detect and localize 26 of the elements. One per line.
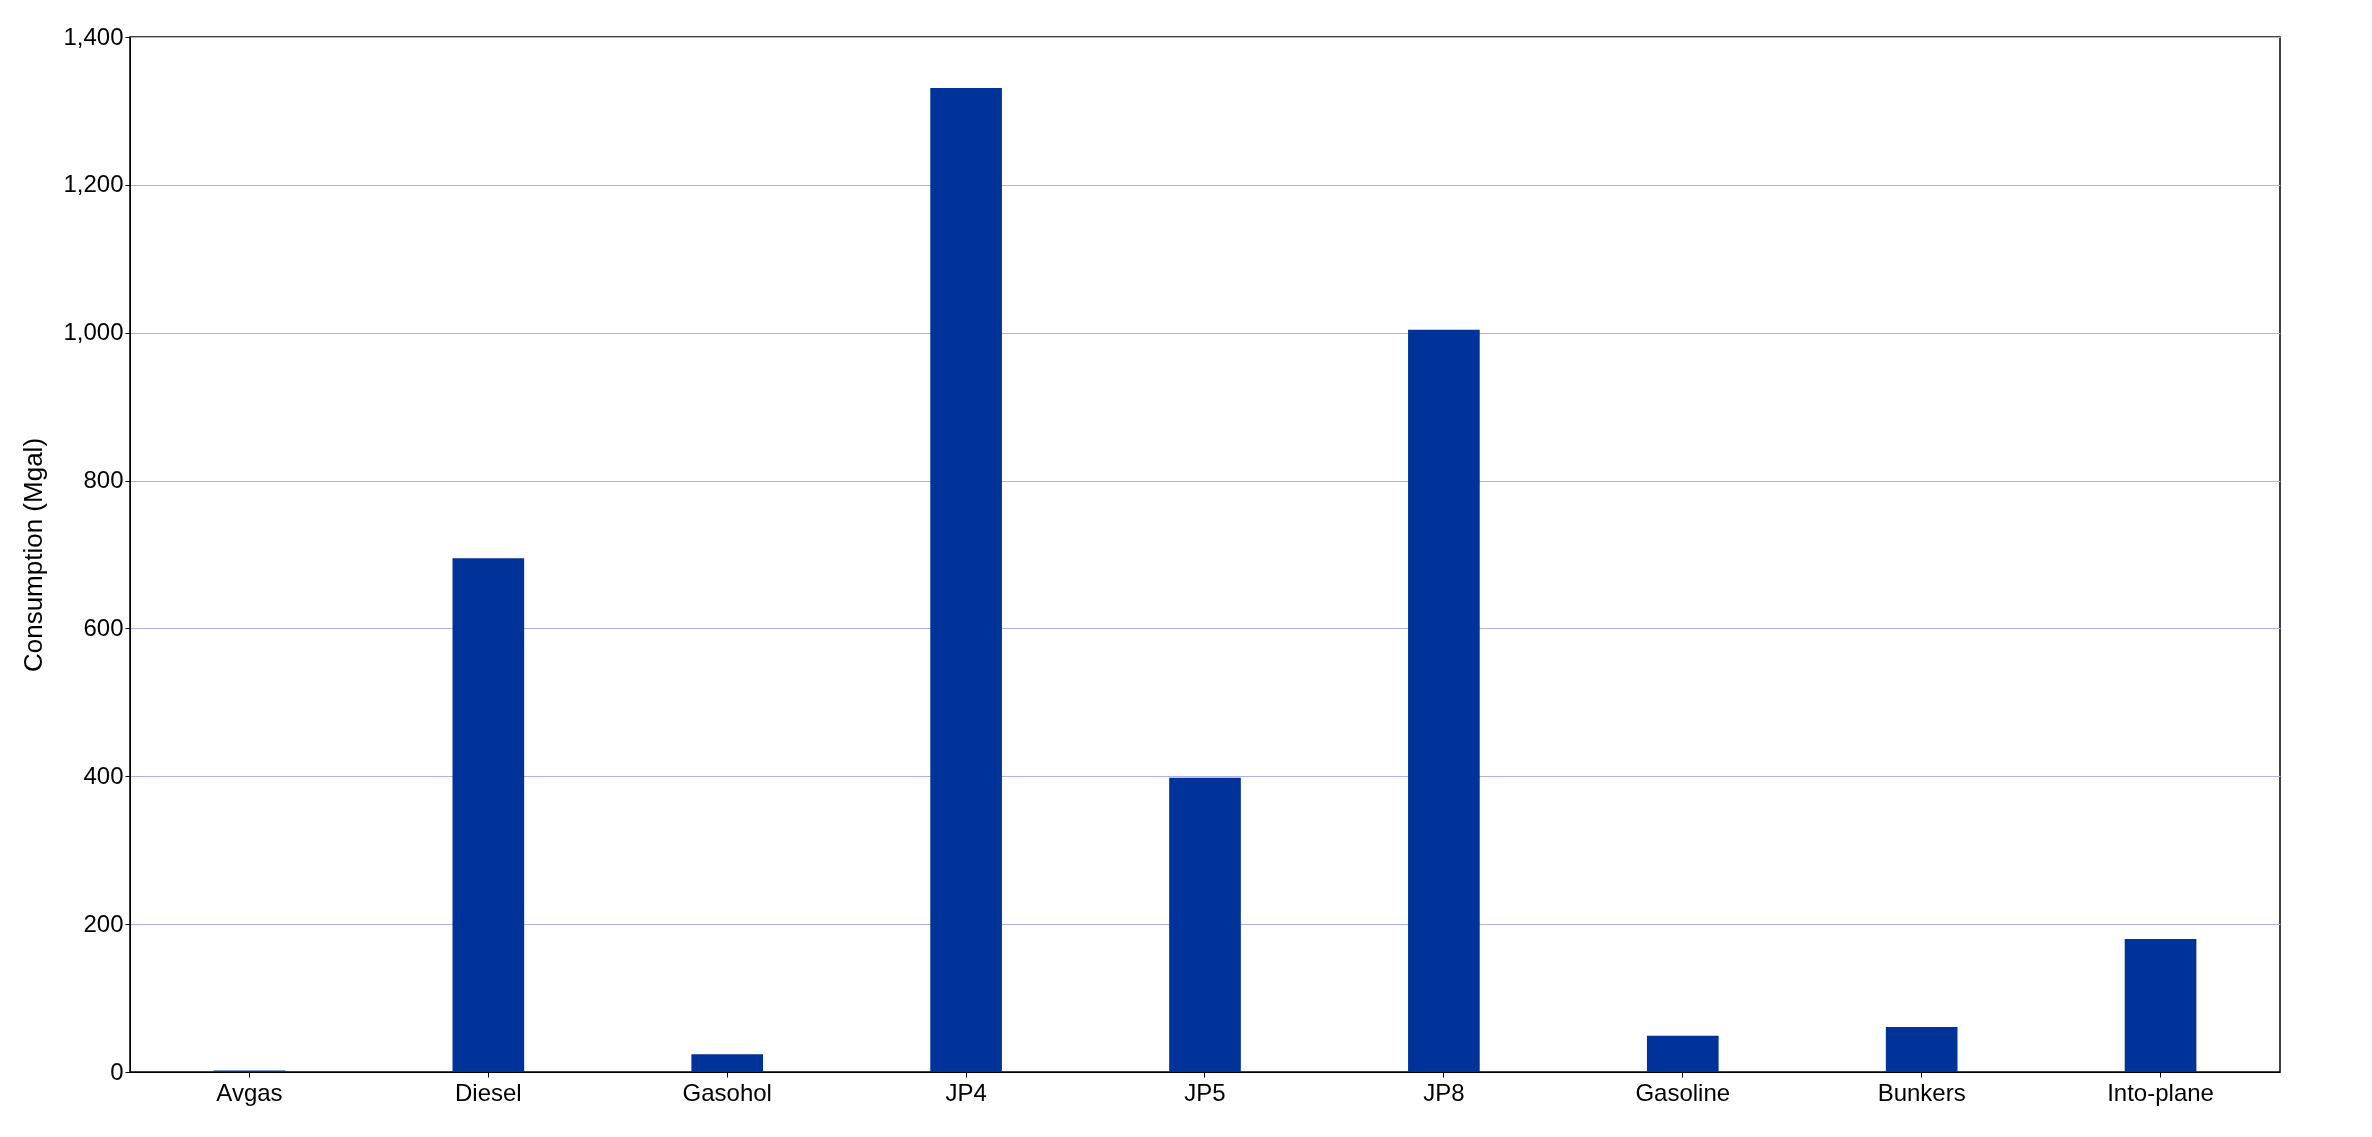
bar — [1646, 1035, 1719, 1072]
y-tick-label: 0 — [110, 1057, 124, 1085]
x-tick-label: Avgas — [216, 1078, 283, 1106]
y-axis-title: Consumption (Mgal) — [18, 437, 49, 673]
x-tick-label: Diesel — [454, 1078, 522, 1106]
bar — [452, 558, 525, 1072]
bar — [691, 1054, 764, 1072]
x-tick-label: JP5 — [1184, 1078, 1226, 1106]
bar — [1408, 329, 1480, 1072]
y-tick-label: 1,000 — [63, 318, 124, 346]
x-tick-label: JP4 — [945, 1078, 987, 1106]
x-tick-label: Gasohol — [682, 1078, 772, 1106]
y-tick-label: 1,200 — [63, 170, 124, 198]
y-tick-label: 400 — [83, 761, 124, 789]
bar — [930, 88, 1002, 1072]
x-tick-label: JP8 — [1423, 1078, 1465, 1106]
y-tick-label: 200 — [83, 909, 124, 937]
bar — [2124, 938, 2197, 1072]
x-tick-label: Gasoline — [1635, 1078, 1731, 1106]
x-tick-label: Bunkers — [1877, 1078, 1966, 1106]
y-tick-label: 600 — [83, 613, 124, 641]
x-tick-label: Into-plane — [2107, 1078, 2214, 1106]
bar — [1169, 777, 1241, 1072]
bar — [1885, 1026, 1958, 1072]
y-tick-label: 800 — [83, 466, 124, 494]
y-tick-label: 1,400 — [63, 22, 124, 50]
